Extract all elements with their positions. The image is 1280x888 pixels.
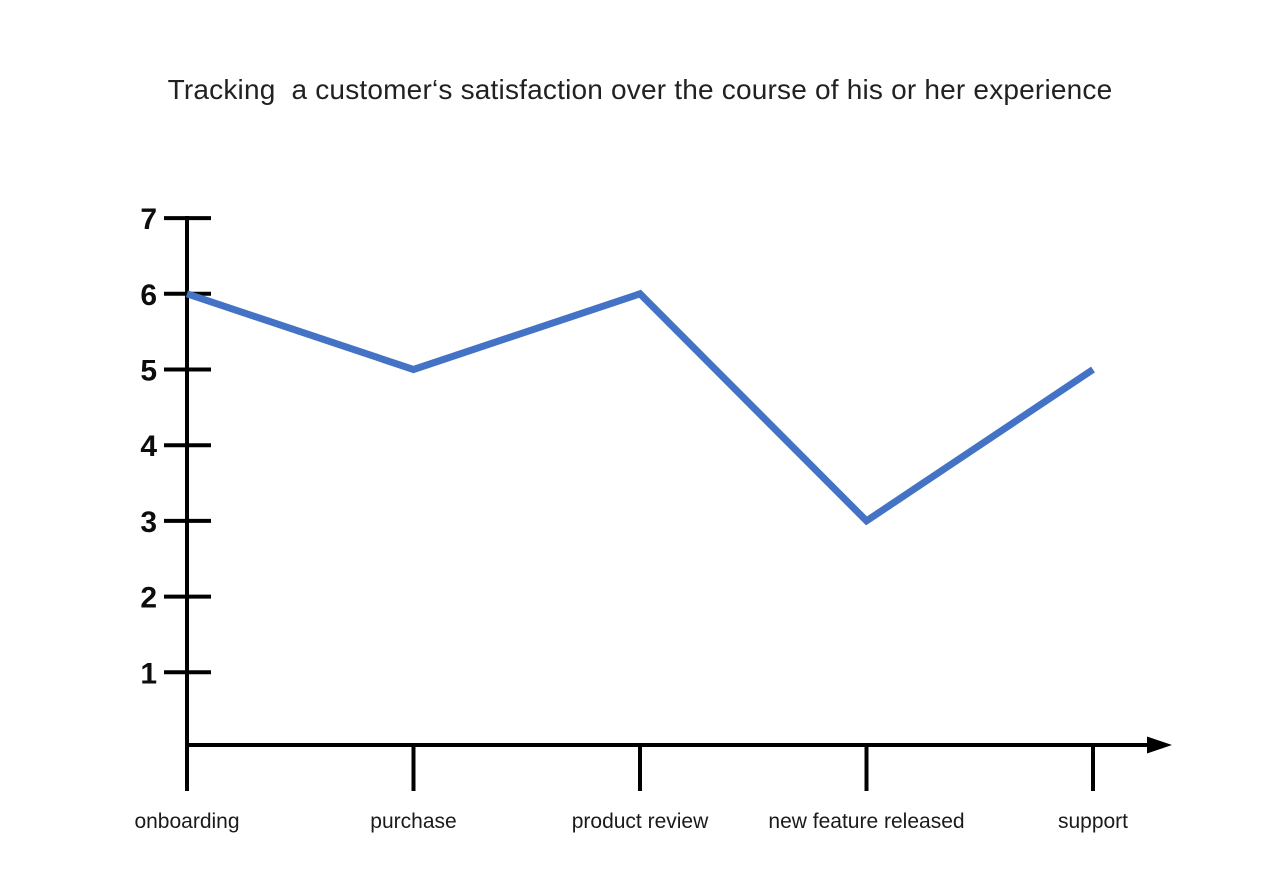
y-tick-label: 5 — [140, 355, 157, 388]
chart-title: Tracking a customer‘s satisfaction over … — [167, 74, 1113, 105]
y-tick-label: 3 — [140, 506, 157, 539]
x-tick-label: onboarding — [134, 810, 239, 833]
x-axis-ticks: onboarding purchase product review new feat… — [134, 745, 1128, 833]
y-tick-label: 1 — [140, 657, 157, 690]
y-tick-label: 7 — [140, 203, 157, 236]
y-tick-label: 2 — [140, 582, 157, 615]
x-tick-label: purchase — [370, 810, 456, 833]
y-axis-ticks: 1 2 3 4 5 6 7 — [140, 203, 211, 690]
x-tick-label: support — [1058, 810, 1128, 833]
y-tick-label: 4 — [140, 430, 157, 463]
x-tick-label: product review — [572, 810, 709, 833]
x-tick-label: new feature released — [768, 810, 964, 833]
x-axis-arrowhead — [1147, 736, 1172, 754]
y-tick-label: 6 — [140, 279, 157, 312]
satisfaction-series-line — [185, 289, 1095, 526]
